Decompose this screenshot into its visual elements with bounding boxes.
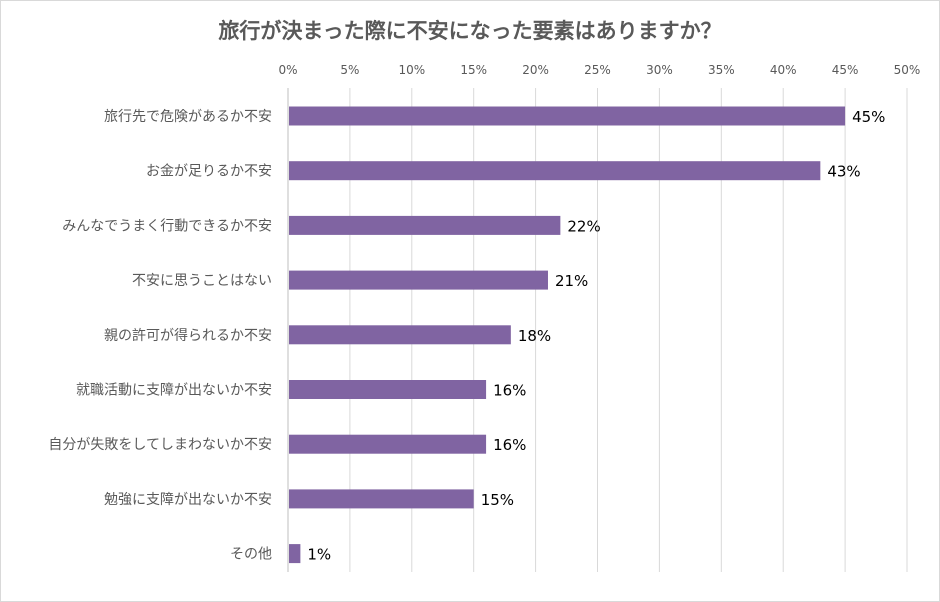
category-label: お金が足りるか不安 <box>146 164 272 180</box>
x-tick-label: 5% <box>340 63 359 77</box>
data-label: 21% <box>555 272 588 290</box>
bar <box>289 380 487 399</box>
x-tick-label: 30% <box>646 63 673 77</box>
data-label: 1% <box>307 546 331 564</box>
x-tick-label: 20% <box>522 63 549 77</box>
x-tick-label: 50% <box>894 63 921 77</box>
category-label: 不安に思うことはない <box>132 273 272 289</box>
category-label: その他 <box>230 547 272 563</box>
data-label: 18% <box>518 327 551 345</box>
category-label: 就職活動に支障が出ないか不安 <box>76 383 272 399</box>
data-label: 16% <box>493 382 526 400</box>
chart-title: 旅行が決まった際に不安になった要素はありますか？ <box>218 19 721 43</box>
x-tick-label: 45% <box>832 63 859 77</box>
data-label: 15% <box>481 491 514 509</box>
category-label: 勉強に支障が出ないか不安 <box>104 492 272 508</box>
bar <box>289 544 301 564</box>
category-label: 旅行先で危険があるか不安 <box>104 109 272 125</box>
bar <box>289 270 548 290</box>
bar <box>289 325 511 345</box>
data-label: 22% <box>567 217 600 235</box>
x-tick-label: 10% <box>398 63 425 77</box>
category-label: 自分が失敗をしてしまわないか不安 <box>48 437 272 453</box>
x-tick-label: 15% <box>460 63 487 77</box>
bar <box>289 489 474 509</box>
x-tick-label: 0% <box>278 63 297 77</box>
category-label: 親の許可が得られるか不安 <box>104 327 272 344</box>
data-label: 43% <box>827 163 860 181</box>
bar <box>289 434 487 454</box>
bar <box>289 161 821 181</box>
data-label: 45% <box>852 108 885 126</box>
category-label: みんなでうまく行動できるか不安 <box>62 218 272 234</box>
x-tick-label: 35% <box>708 63 735 77</box>
bar <box>289 106 846 126</box>
x-tick-label: 25% <box>584 63 611 77</box>
x-tick-label: 40% <box>770 63 797 77</box>
data-label: 16% <box>493 436 526 454</box>
bar <box>289 215 561 235</box>
